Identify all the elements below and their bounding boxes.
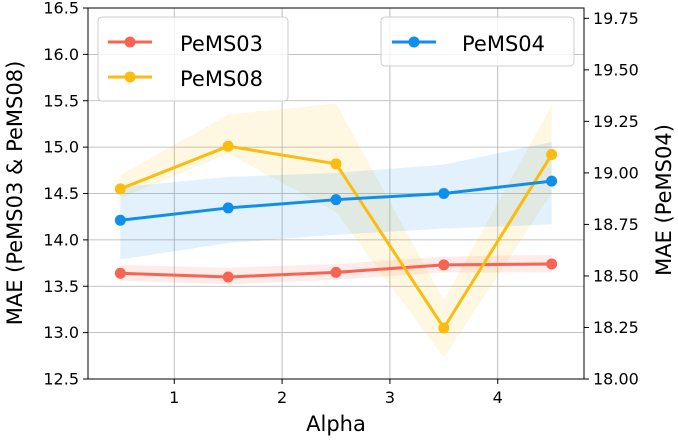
- point-pems04: [546, 175, 558, 187]
- legend-marker-pems03: [124, 36, 136, 48]
- x-tick-label: 2: [277, 388, 287, 407]
- point-pems08: [438, 322, 450, 334]
- y-right-tick-label: 19.50: [593, 60, 639, 79]
- y-right-tick-label: 18.75: [593, 215, 639, 234]
- tick-layer: 1 2 3 4 12.5 13.0 13.5 14.0 14.5 15.0 15.5 16.0 16.5…: [43, 0, 638, 407]
- point-pems04: [330, 194, 342, 206]
- legend-label-pems08: PeMS08: [180, 67, 263, 91]
- point-pems08: [330, 158, 342, 170]
- point-pems03: [330, 266, 342, 278]
- band-layer: [120, 103, 552, 358]
- x-tick-label: 4: [493, 388, 503, 407]
- point-pems04: [222, 202, 234, 214]
- point-pems08: [114, 183, 126, 195]
- x-axis-label: Alpha: [306, 412, 366, 436]
- y-left-tick-label: 13.5: [43, 277, 79, 296]
- point-pems03: [114, 267, 126, 279]
- y-left-tick-label: 16.0: [43, 45, 79, 64]
- y-left-tick-label: 14.5: [43, 184, 79, 203]
- y-right-tick-label: 18.50: [593, 266, 639, 285]
- y-left-tick-label: 14.0: [43, 230, 79, 249]
- point-pems04: [114, 214, 126, 226]
- legend-left-frame: [97, 16, 289, 102]
- legend-right-frame: [380, 16, 575, 67]
- y-left-tick-label: 12.5: [43, 370, 79, 389]
- y-left-tick-label: 13.0: [43, 323, 79, 342]
- x-tick-label: 1: [169, 388, 179, 407]
- x-tick-label: 3: [385, 388, 395, 407]
- y-right-tick-label: 18.25: [593, 318, 639, 337]
- y-right-tick-label: 19.25: [593, 112, 639, 131]
- y-right-tick-label: 19.00: [593, 163, 639, 182]
- legend-marker-pems04: [408, 36, 420, 48]
- y-left-tick-label: 15.0: [43, 138, 79, 157]
- legend-marker-pems08: [124, 71, 136, 83]
- point-pems08: [222, 140, 234, 152]
- point-pems08: [546, 149, 558, 161]
- legend-right: PeMS04: [380, 16, 575, 67]
- y-left-tick-label: 16.5: [43, 0, 79, 18]
- point-pems04: [438, 188, 450, 199]
- legend-label-pems03: PeMS03: [180, 32, 263, 56]
- legend-left: PeMS03 PeMS08: [97, 16, 289, 102]
- y-axis-right-label: MAE (PeMS04): [652, 124, 676, 276]
- legend-label-pems04: PeMS04: [462, 32, 545, 56]
- y-right-tick-label: 18.00: [593, 370, 639, 389]
- y-left-tick-label: 15.5: [43, 91, 79, 110]
- line-layer: [114, 140, 558, 334]
- band-pems08: [120, 103, 552, 358]
- y-right-tick-label: 19.75: [593, 9, 639, 28]
- point-pems03: [546, 258, 558, 270]
- point-pems03: [438, 259, 450, 271]
- point-pems03: [222, 271, 234, 283]
- y-axis-left-label: MAE (PeMS03 & PeMS08): [3, 61, 27, 326]
